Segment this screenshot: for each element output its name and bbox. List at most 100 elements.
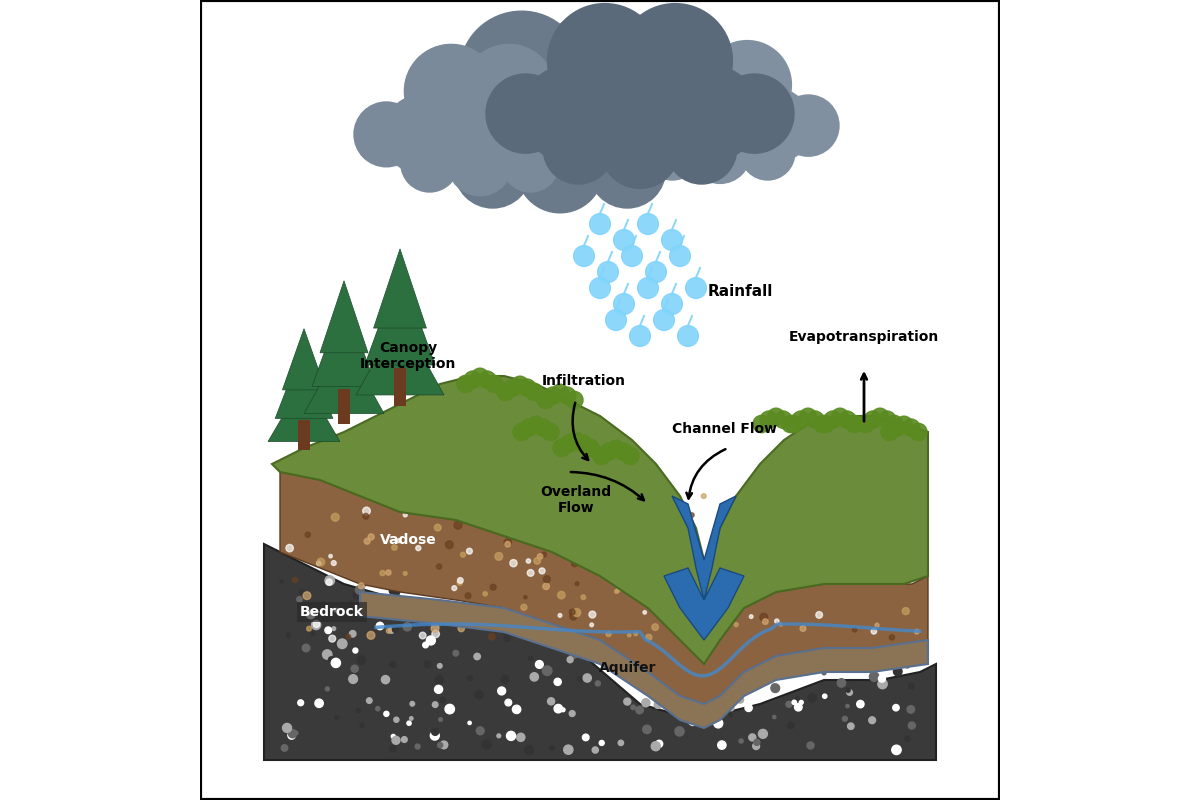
Circle shape xyxy=(377,622,384,630)
Circle shape xyxy=(628,626,635,634)
Circle shape xyxy=(770,675,776,681)
Circle shape xyxy=(745,704,752,711)
Circle shape xyxy=(601,95,662,156)
Circle shape xyxy=(314,699,323,707)
Circle shape xyxy=(538,514,542,519)
Circle shape xyxy=(623,594,631,602)
Circle shape xyxy=(654,310,674,330)
Circle shape xyxy=(524,746,534,754)
Circle shape xyxy=(782,627,788,634)
Circle shape xyxy=(432,702,438,707)
Circle shape xyxy=(770,684,780,693)
Circle shape xyxy=(629,567,632,571)
Polygon shape xyxy=(268,380,340,442)
Circle shape xyxy=(541,102,606,166)
Circle shape xyxy=(503,496,510,503)
Circle shape xyxy=(703,41,792,129)
Circle shape xyxy=(749,601,752,605)
Circle shape xyxy=(617,531,624,538)
Circle shape xyxy=(584,78,690,184)
Circle shape xyxy=(595,681,600,686)
Circle shape xyxy=(631,705,635,710)
Circle shape xyxy=(432,630,439,638)
Circle shape xyxy=(871,408,889,426)
Circle shape xyxy=(504,538,511,546)
Circle shape xyxy=(492,614,496,618)
Circle shape xyxy=(504,379,522,396)
Circle shape xyxy=(680,573,684,577)
Polygon shape xyxy=(664,568,744,640)
Circle shape xyxy=(424,496,430,503)
Circle shape xyxy=(914,660,922,667)
Circle shape xyxy=(842,544,846,549)
Polygon shape xyxy=(282,329,325,390)
Circle shape xyxy=(734,622,738,626)
Circle shape xyxy=(476,727,484,734)
Circle shape xyxy=(914,590,922,598)
Circle shape xyxy=(754,575,761,582)
Circle shape xyxy=(298,700,304,706)
Circle shape xyxy=(703,557,709,562)
Circle shape xyxy=(582,439,599,457)
Circle shape xyxy=(358,656,365,664)
Circle shape xyxy=(754,739,760,746)
Circle shape xyxy=(588,550,594,557)
Circle shape xyxy=(733,614,740,622)
Circle shape xyxy=(428,589,434,596)
Circle shape xyxy=(745,628,750,632)
Circle shape xyxy=(629,653,634,658)
Circle shape xyxy=(293,578,298,582)
Circle shape xyxy=(497,383,515,401)
Circle shape xyxy=(853,571,857,575)
Circle shape xyxy=(431,621,440,630)
Circle shape xyxy=(606,310,626,330)
Circle shape xyxy=(638,682,644,688)
Text: Aquifer: Aquifer xyxy=(599,661,656,675)
Circle shape xyxy=(618,3,732,118)
Circle shape xyxy=(620,502,626,508)
Circle shape xyxy=(676,546,682,552)
Circle shape xyxy=(870,672,878,682)
Circle shape xyxy=(907,706,914,713)
Circle shape xyxy=(740,590,749,598)
Bar xyxy=(394,368,407,406)
Circle shape xyxy=(362,507,371,514)
Circle shape xyxy=(505,699,511,706)
Circle shape xyxy=(878,411,896,428)
Circle shape xyxy=(581,649,588,657)
Circle shape xyxy=(619,645,628,653)
Circle shape xyxy=(553,532,556,535)
Circle shape xyxy=(749,734,756,741)
Circle shape xyxy=(527,559,530,563)
Circle shape xyxy=(349,674,358,683)
Circle shape xyxy=(514,507,518,512)
Circle shape xyxy=(674,727,684,736)
Circle shape xyxy=(517,734,524,742)
Circle shape xyxy=(881,423,899,441)
Circle shape xyxy=(526,383,544,401)
Circle shape xyxy=(649,674,658,682)
Circle shape xyxy=(593,447,611,465)
Circle shape xyxy=(646,634,652,641)
Circle shape xyxy=(822,671,826,675)
Polygon shape xyxy=(672,496,736,600)
Circle shape xyxy=(772,684,775,688)
Circle shape xyxy=(814,598,823,608)
Circle shape xyxy=(498,94,577,174)
Circle shape xyxy=(527,416,545,434)
Circle shape xyxy=(305,532,311,538)
Circle shape xyxy=(544,114,613,184)
Circle shape xyxy=(430,607,434,611)
Circle shape xyxy=(466,593,470,598)
Text: Overland
Flow: Overland Flow xyxy=(540,485,612,515)
Circle shape xyxy=(407,721,412,726)
Circle shape xyxy=(643,725,652,734)
Circle shape xyxy=(662,540,668,546)
Circle shape xyxy=(538,554,542,559)
Circle shape xyxy=(479,371,496,388)
Circle shape xyxy=(646,262,666,282)
Circle shape xyxy=(766,607,772,613)
Circle shape xyxy=(913,650,922,658)
Circle shape xyxy=(445,704,455,714)
Circle shape xyxy=(709,572,716,580)
